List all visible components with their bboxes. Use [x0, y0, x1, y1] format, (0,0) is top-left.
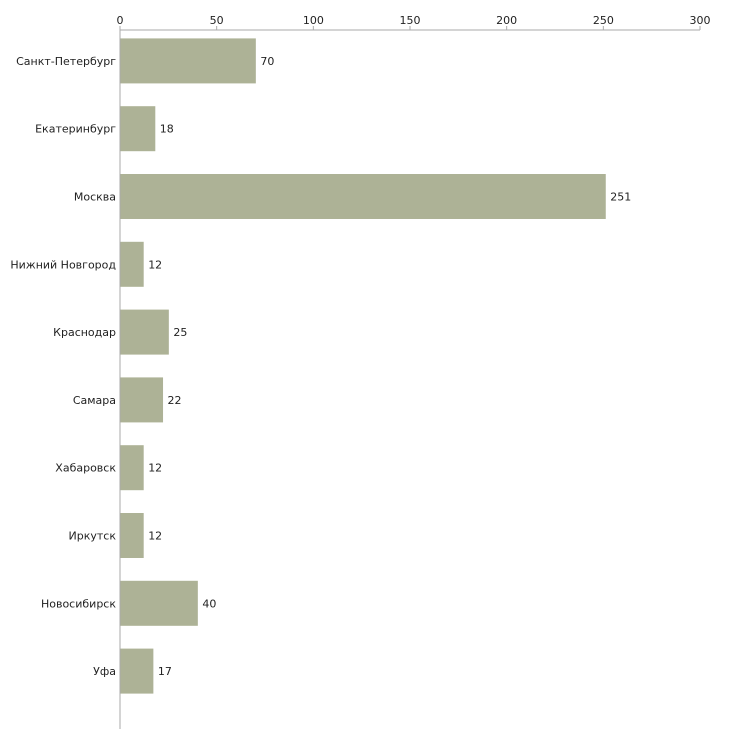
category-label: Хабаровск — [55, 462, 116, 475]
value-label: 70 — [260, 55, 274, 68]
value-label: 17 — [158, 665, 172, 678]
bar — [120, 648, 154, 694]
category-label: Краснодар — [53, 326, 116, 339]
x-tick-label: 100 — [303, 14, 324, 27]
value-labels: 70 18 251 12 25 22 12 12 40 17 — [148, 55, 631, 678]
x-axis-ticks: 0 50 100 150 200 250 300 — [117, 14, 711, 30]
category-label: Москва — [74, 191, 116, 204]
category-label: Санкт-Петербург — [16, 55, 116, 68]
x-tick-label: 50 — [210, 14, 224, 27]
bar — [120, 106, 156, 152]
bar — [120, 309, 169, 355]
x-tick-label: 150 — [400, 14, 421, 27]
value-label: 12 — [148, 462, 162, 475]
category-label: Уфа — [93, 665, 116, 678]
bar — [120, 580, 198, 626]
bar — [120, 445, 144, 491]
category-labels: Санкт-Петербург Екатеринбург Москва Нижний … — [10, 55, 116, 678]
bars — [120, 38, 606, 694]
category-label: Екатеринбург — [35, 123, 116, 136]
x-tick-label: 200 — [496, 14, 517, 27]
bar — [120, 513, 144, 558]
value-label: 18 — [160, 123, 174, 136]
bar — [120, 38, 256, 84]
value-label: 22 — [168, 394, 182, 407]
value-label: 25 — [173, 326, 187, 339]
category-label: Самара — [73, 394, 116, 407]
category-label: Новосибирск — [41, 597, 116, 610]
value-label: 251 — [610, 191, 631, 204]
bar — [120, 174, 606, 219]
value-label: 40 — [202, 597, 216, 610]
value-label: 12 — [148, 530, 162, 543]
bar — [120, 241, 144, 287]
bar — [120, 377, 164, 423]
x-tick-label: 300 — [690, 14, 711, 27]
value-label: 12 — [148, 258, 162, 271]
category-label: Нижний Новгород — [10, 258, 116, 271]
category-label: Иркутск — [69, 530, 117, 543]
x-tick-label: 250 — [593, 14, 614, 27]
x-tick-label: 0 — [117, 14, 124, 27]
